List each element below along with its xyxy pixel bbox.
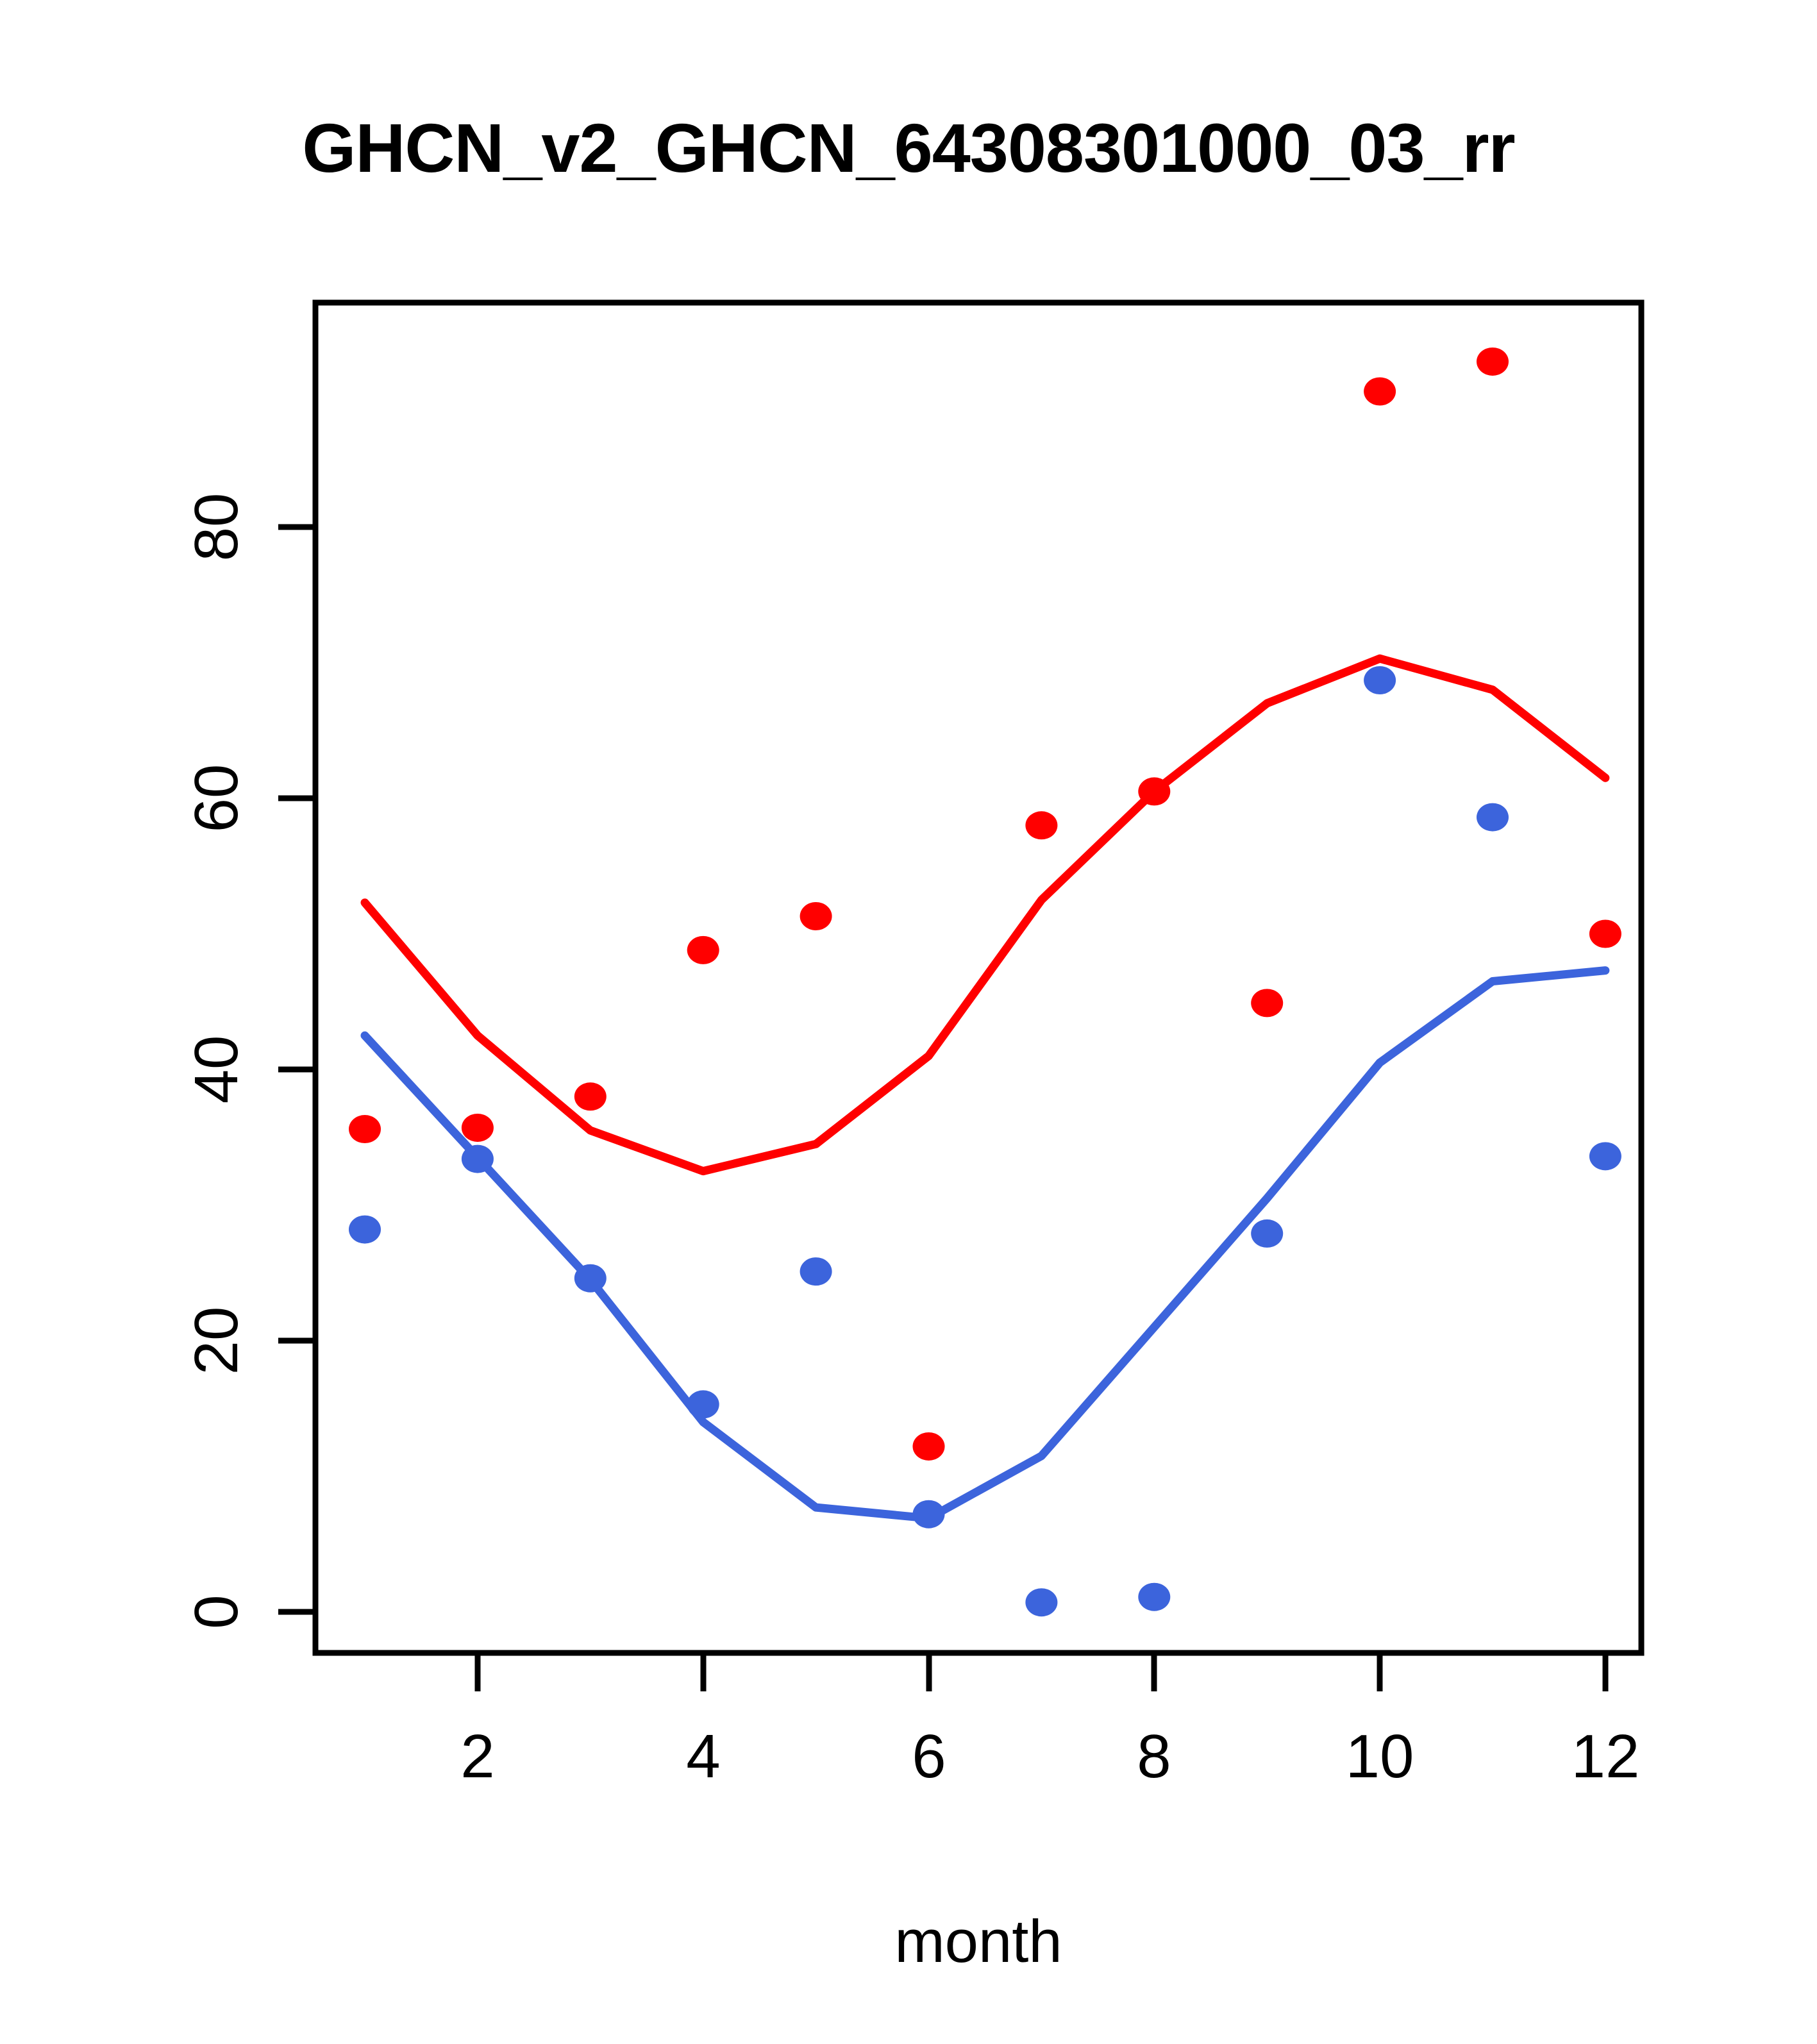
y-tick-label-60: 60 [182,764,251,833]
page-title: GHCN_v2_GHCN_64308301000_03_rr [302,109,1515,187]
data-point [1251,989,1284,1018]
data-point [1138,1582,1171,1611]
data-point [1364,666,1396,694]
plot-box-border [312,299,1645,1656]
data-point [1251,1219,1284,1248]
data-point [1025,811,1058,840]
data-point [687,1390,719,1419]
y-tick-label-0: 0 [182,1595,251,1629]
data-point [1589,1142,1621,1171]
data-point [800,1257,832,1286]
y-tick-label-40: 40 [182,1035,251,1104]
data-point [1589,919,1621,948]
data-point [687,935,719,964]
data-point [1138,777,1171,806]
data-point [1025,1588,1058,1617]
y-axis-tick-labels: 0 20 40 60 80 [182,493,251,1629]
x-tick-label-2: 2 [460,1722,494,1791]
y-tick-label-20: 20 [182,1307,251,1375]
data-point [574,1082,607,1111]
data-point [461,1113,494,1142]
data-point [461,1144,494,1173]
data-point [1477,347,1509,376]
x-tick-label-12: 12 [1571,1722,1640,1791]
y-axis-ticks [278,524,315,1615]
data-point [349,1115,381,1144]
data-point [800,902,832,931]
series-red-points [349,347,1621,1461]
data-point [912,1500,945,1529]
red-line-path [360,654,1610,1176]
data-point [1364,377,1396,406]
data-point [574,1264,607,1293]
y-tick-label-80: 80 [182,493,251,562]
series-red-line [360,654,1610,1176]
x-axis-title: month [894,1907,1062,1975]
data-point [912,1432,945,1461]
data-point [1477,803,1509,832]
series-blue-points [349,666,1621,1617]
x-tick-label-8: 8 [1137,1722,1171,1791]
data-point [349,1215,381,1244]
x-tick-label-6: 6 [912,1722,946,1791]
x-axis-tick-labels: 2 4 6 8 10 12 [460,1722,1639,1791]
series-blue-line [360,966,1610,1523]
blue-line-path [360,966,1610,1523]
x-tick-label-10: 10 [1346,1722,1414,1791]
x-axis-ticks [474,1653,1609,1691]
x-tick-label-4: 4 [686,1722,720,1791]
